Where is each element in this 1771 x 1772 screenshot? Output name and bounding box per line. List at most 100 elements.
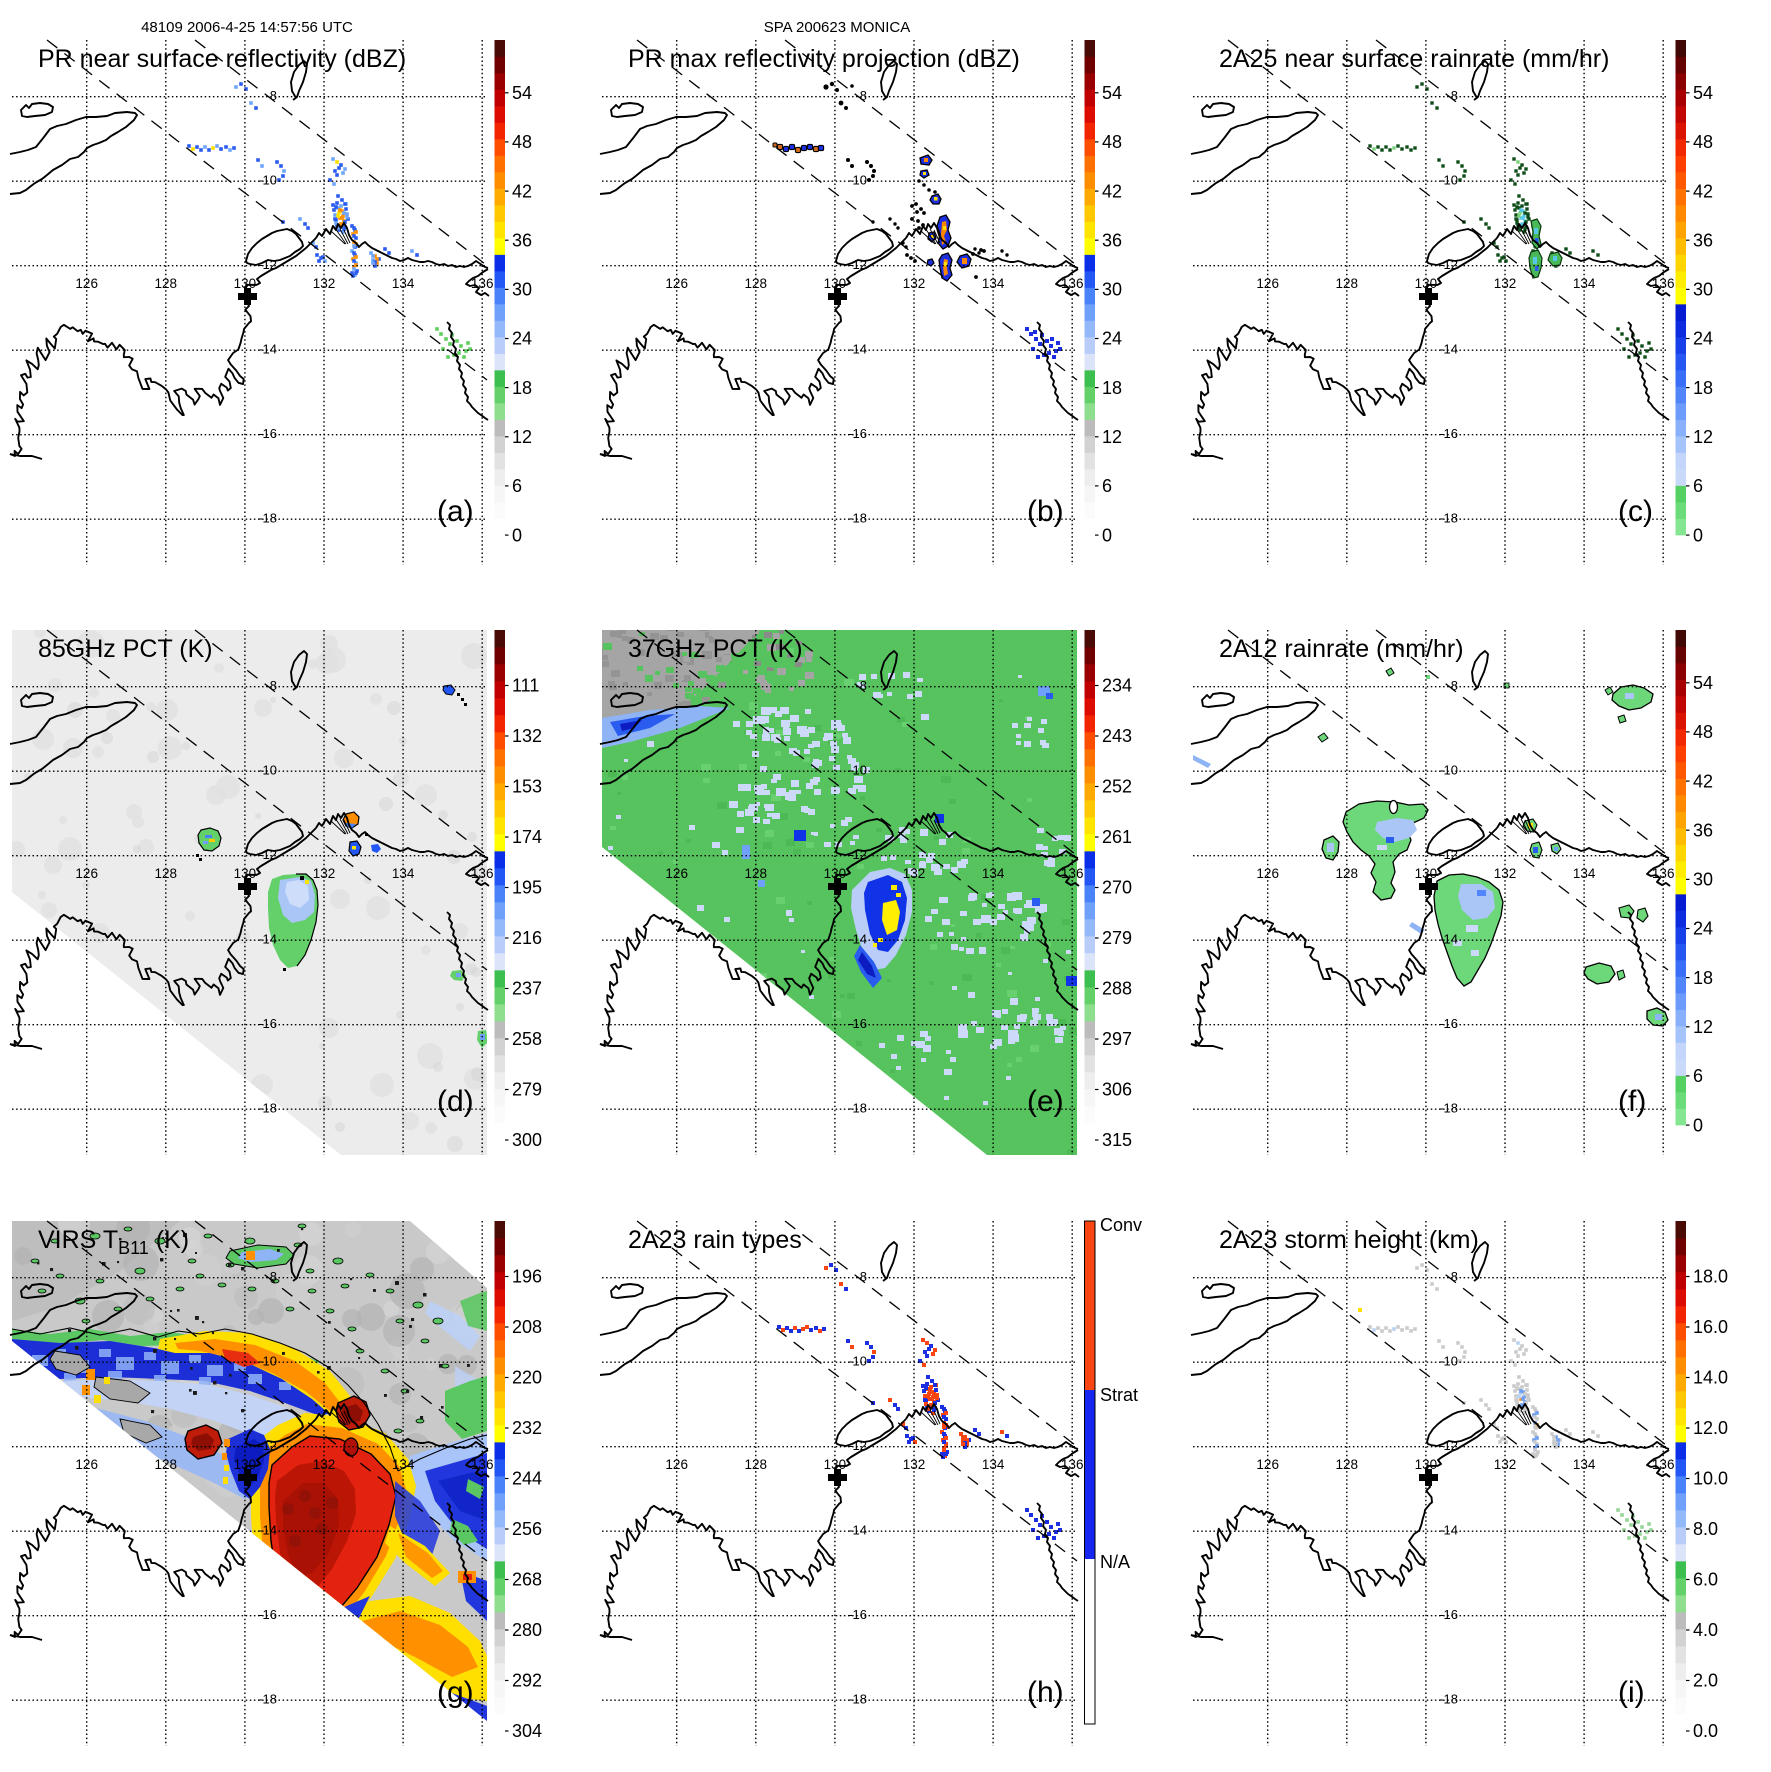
svg-text:(i): (i) <box>1618 1676 1645 1709</box>
svg-text:16.0: 16.0 <box>1693 1317 1728 1337</box>
svg-text:18: 18 <box>1102 378 1122 398</box>
svg-text:153: 153 <box>512 777 542 797</box>
svg-text:0: 0 <box>1693 1115 1703 1135</box>
svg-text:132: 132 <box>512 726 542 746</box>
svg-text:12: 12 <box>1102 427 1122 447</box>
svg-text:258: 258 <box>512 1029 542 1049</box>
svg-text:6.0: 6.0 <box>1693 1570 1718 1590</box>
svg-text:(c): (c) <box>1618 495 1653 528</box>
svg-text:54: 54 <box>1102 83 1122 103</box>
svg-text:111: 111 <box>512 676 539 696</box>
svg-text:300: 300 <box>512 1130 542 1150</box>
svg-text:256: 256 <box>512 1519 542 1539</box>
svg-text:279: 279 <box>1102 928 1132 948</box>
svg-text:24: 24 <box>512 329 532 349</box>
svg-text:6: 6 <box>1102 476 1112 496</box>
svg-text:(g): (g) <box>437 1676 474 1709</box>
svg-text:(f): (f) <box>1618 1085 1646 1118</box>
svg-text:270: 270 <box>1102 878 1132 898</box>
svg-text:8.0: 8.0 <box>1693 1519 1718 1539</box>
svg-text:195: 195 <box>512 878 542 898</box>
svg-text:244: 244 <box>512 1469 542 1489</box>
svg-text:PR near surface reflectivity (: PR near surface reflectivity (dBZ) <box>38 45 406 73</box>
svg-text:268: 268 <box>512 1570 542 1590</box>
svg-text:18: 18 <box>512 378 532 398</box>
svg-text:24: 24 <box>1693 329 1713 349</box>
svg-text:297: 297 <box>1102 1029 1132 1049</box>
svg-text:54: 54 <box>512 83 532 103</box>
svg-text:42: 42 <box>1102 181 1122 201</box>
svg-text:2A25 near surface rainrate (mm: 2A25 near surface rainrate (mm/hr) <box>1219 45 1609 73</box>
svg-text:18.0: 18.0 <box>1693 1267 1728 1287</box>
svg-text:12.0: 12.0 <box>1693 1418 1728 1438</box>
svg-text:85GHz PCT (K): 85GHz PCT (K) <box>38 635 213 663</box>
svg-text:18: 18 <box>1693 968 1713 988</box>
svg-text:243: 243 <box>1102 726 1132 746</box>
svg-text:2A23 rain types: 2A23 rain types <box>628 1226 802 1254</box>
svg-text:237: 237 <box>512 979 542 999</box>
svg-text:2A12 rainrate (mm/hr): 2A12 rainrate (mm/hr) <box>1219 635 1464 663</box>
svg-text:4.0: 4.0 <box>1693 1620 1718 1640</box>
svg-text:36: 36 <box>1693 230 1713 250</box>
svg-text:30: 30 <box>1693 870 1713 890</box>
svg-text:220: 220 <box>512 1368 542 1388</box>
svg-text:24: 24 <box>1102 329 1122 349</box>
svg-text:(e): (e) <box>1027 1085 1064 1118</box>
svg-text:6: 6 <box>1693 1066 1703 1086</box>
svg-text:14.0: 14.0 <box>1693 1368 1728 1388</box>
svg-text:54: 54 <box>1693 83 1713 103</box>
svg-text:216: 216 <box>512 928 542 948</box>
svg-text:PR max reflectivity projection: PR max reflectivity projection (dBZ) <box>628 45 1020 73</box>
svg-text:0: 0 <box>1102 525 1112 545</box>
svg-text:30: 30 <box>1102 280 1122 300</box>
svg-text:37GHz PCT (K): 37GHz PCT (K) <box>628 635 803 663</box>
svg-text:VIRS TB11 (K): VIRS TB11 (K) <box>38 1226 189 1258</box>
svg-text:42: 42 <box>512 181 532 201</box>
svg-text:30: 30 <box>1693 280 1713 300</box>
svg-text:174: 174 <box>512 827 542 847</box>
svg-text:48: 48 <box>1102 132 1122 152</box>
svg-text:12: 12 <box>1693 427 1713 447</box>
svg-text:(d): (d) <box>437 1085 474 1118</box>
svg-text:36: 36 <box>1693 820 1713 840</box>
svg-text:12: 12 <box>1693 1017 1713 1037</box>
svg-text:234: 234 <box>1102 676 1132 696</box>
svg-text:196: 196 <box>512 1267 542 1287</box>
svg-text:292: 292 <box>512 1671 542 1691</box>
svg-text:304: 304 <box>512 1721 542 1741</box>
svg-text:Conv: Conv <box>1100 1215 1142 1235</box>
svg-text:18: 18 <box>1693 378 1713 398</box>
svg-text:2.0: 2.0 <box>1693 1671 1718 1691</box>
svg-text:54: 54 <box>1693 673 1713 693</box>
svg-text:48: 48 <box>1693 722 1713 742</box>
svg-text:288: 288 <box>1102 979 1132 999</box>
svg-text:0: 0 <box>1693 525 1703 545</box>
svg-text:(h): (h) <box>1027 1676 1064 1709</box>
svg-text:42: 42 <box>1693 181 1713 201</box>
svg-text:N/A: N/A <box>1100 1552 1130 1572</box>
svg-text:232: 232 <box>512 1418 542 1438</box>
svg-text:6: 6 <box>1693 476 1703 496</box>
svg-text:12: 12 <box>512 427 532 447</box>
svg-text:279: 279 <box>512 1080 542 1100</box>
svg-text:0: 0 <box>512 525 522 545</box>
svg-text:48109 2006-4-25 14:57:56 UTC: 48109 2006-4-25 14:57:56 UTC <box>141 19 353 36</box>
svg-text:Strat: Strat <box>1100 1385 1138 1405</box>
svg-text:36: 36 <box>1102 230 1122 250</box>
svg-text:280: 280 <box>512 1620 542 1640</box>
svg-text:0.0: 0.0 <box>1693 1721 1718 1741</box>
svg-text:24: 24 <box>1693 919 1713 939</box>
svg-text:10.0: 10.0 <box>1693 1469 1728 1489</box>
svg-text:48: 48 <box>512 132 532 152</box>
svg-text:208: 208 <box>512 1317 542 1337</box>
svg-text:48: 48 <box>1693 132 1713 152</box>
svg-text:315: 315 <box>1102 1130 1132 1150</box>
svg-text:30: 30 <box>512 280 532 300</box>
svg-text:(b): (b) <box>1027 495 1064 528</box>
svg-text:306: 306 <box>1102 1080 1132 1100</box>
svg-text:SPA 200623 MONICA: SPA 200623 MONICA <box>764 19 910 36</box>
svg-text:2A23 storm height (km): 2A23 storm height (km) <box>1219 1226 1479 1254</box>
svg-text:252: 252 <box>1102 777 1132 797</box>
svg-text:42: 42 <box>1693 771 1713 791</box>
svg-text:(a): (a) <box>437 495 474 528</box>
